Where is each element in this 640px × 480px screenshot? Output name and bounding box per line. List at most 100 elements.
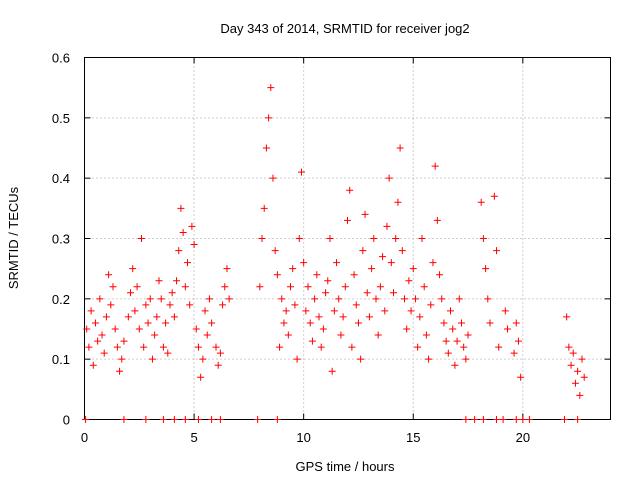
data-point <box>302 307 310 315</box>
data-point <box>287 283 295 291</box>
data-point <box>98 331 106 339</box>
data-point <box>223 265 231 273</box>
data-point <box>438 295 446 303</box>
data-point <box>352 301 360 309</box>
data-point <box>159 343 167 351</box>
data-point <box>359 247 367 255</box>
data-point <box>282 307 290 315</box>
x-tick-label: 20 <box>516 430 530 445</box>
data-point <box>387 259 395 267</box>
y-tick-label: 0.2 <box>52 292 70 307</box>
data-point <box>418 235 426 242</box>
data-point <box>335 295 343 303</box>
data-point <box>184 259 192 267</box>
data-point <box>484 295 492 303</box>
data-point <box>297 168 305 176</box>
data-point <box>442 337 450 345</box>
data-point <box>444 349 452 357</box>
y-tick-label: 0.1 <box>52 352 70 367</box>
data-point <box>525 416 533 423</box>
data-point <box>322 289 330 297</box>
data-point <box>398 247 406 255</box>
data-point <box>203 331 211 339</box>
data-point <box>436 271 444 279</box>
data-point <box>162 319 170 327</box>
data-point <box>422 331 430 339</box>
data-point <box>460 343 468 351</box>
data-point <box>186 301 194 309</box>
data-point <box>173 277 181 285</box>
data-point <box>574 367 582 375</box>
data-point <box>201 307 209 315</box>
data-point <box>471 416 479 423</box>
data-point <box>100 349 108 357</box>
data-point <box>166 301 174 309</box>
data-point <box>129 265 137 273</box>
data-point <box>304 283 312 291</box>
data-points <box>82 84 588 423</box>
data-point <box>519 416 527 423</box>
data-point <box>385 174 393 182</box>
data-point <box>181 416 189 423</box>
data-point <box>464 331 472 339</box>
data-point <box>284 331 292 339</box>
data-point <box>407 307 415 315</box>
data-point <box>482 265 490 273</box>
data-point <box>370 235 378 242</box>
data-point <box>102 313 110 321</box>
chart-title: Day 343 of 2014, SRMTID for receiver jog… <box>220 21 469 36</box>
data-point <box>414 343 422 351</box>
data-point <box>295 235 303 242</box>
data-point <box>291 301 299 309</box>
data-point <box>416 313 424 321</box>
data-point <box>390 289 398 297</box>
axis-ticks: 0 5 10 15 20 0 0.1 0.2 0.3 0.4 0.5 0.6 <box>52 51 611 445</box>
data-point <box>267 84 275 92</box>
data-point <box>571 379 579 387</box>
data-point <box>300 259 308 267</box>
data-point <box>87 307 95 315</box>
data-point <box>510 349 518 357</box>
data-point <box>517 373 525 381</box>
data-point <box>392 235 400 242</box>
data-point <box>569 349 577 357</box>
data-point <box>216 416 224 423</box>
data-point <box>427 301 435 309</box>
data-point <box>205 295 213 303</box>
data-point <box>157 295 165 303</box>
data-point <box>462 355 470 363</box>
data-point <box>142 416 150 423</box>
data-point <box>374 331 382 339</box>
data-point <box>221 283 229 291</box>
x-tick-label: 0 <box>81 430 88 445</box>
y-tick-label: 0.4 <box>52 171 70 186</box>
x-tick-label: 5 <box>190 430 197 445</box>
data-point <box>453 337 461 345</box>
data-point <box>170 313 178 321</box>
data-point <box>133 283 141 291</box>
data-point <box>94 337 102 345</box>
data-point <box>85 343 93 351</box>
data-point <box>563 313 571 321</box>
data-point <box>425 355 433 363</box>
data-point <box>580 373 588 381</box>
data-point <box>116 367 124 375</box>
data-point <box>148 355 156 363</box>
data-point <box>278 295 286 303</box>
data-point <box>271 247 279 255</box>
data-point <box>324 277 332 285</box>
data-point <box>194 416 202 423</box>
data-point <box>258 235 266 242</box>
data-point <box>348 343 356 351</box>
data-point <box>576 391 584 399</box>
data-point <box>120 416 128 423</box>
data-point <box>411 295 419 303</box>
data-point <box>578 355 586 363</box>
data-point <box>447 307 455 315</box>
data-point <box>151 331 159 339</box>
data-point <box>127 289 135 297</box>
data-point <box>273 271 281 279</box>
data-point <box>574 416 582 423</box>
data-point <box>486 319 494 327</box>
